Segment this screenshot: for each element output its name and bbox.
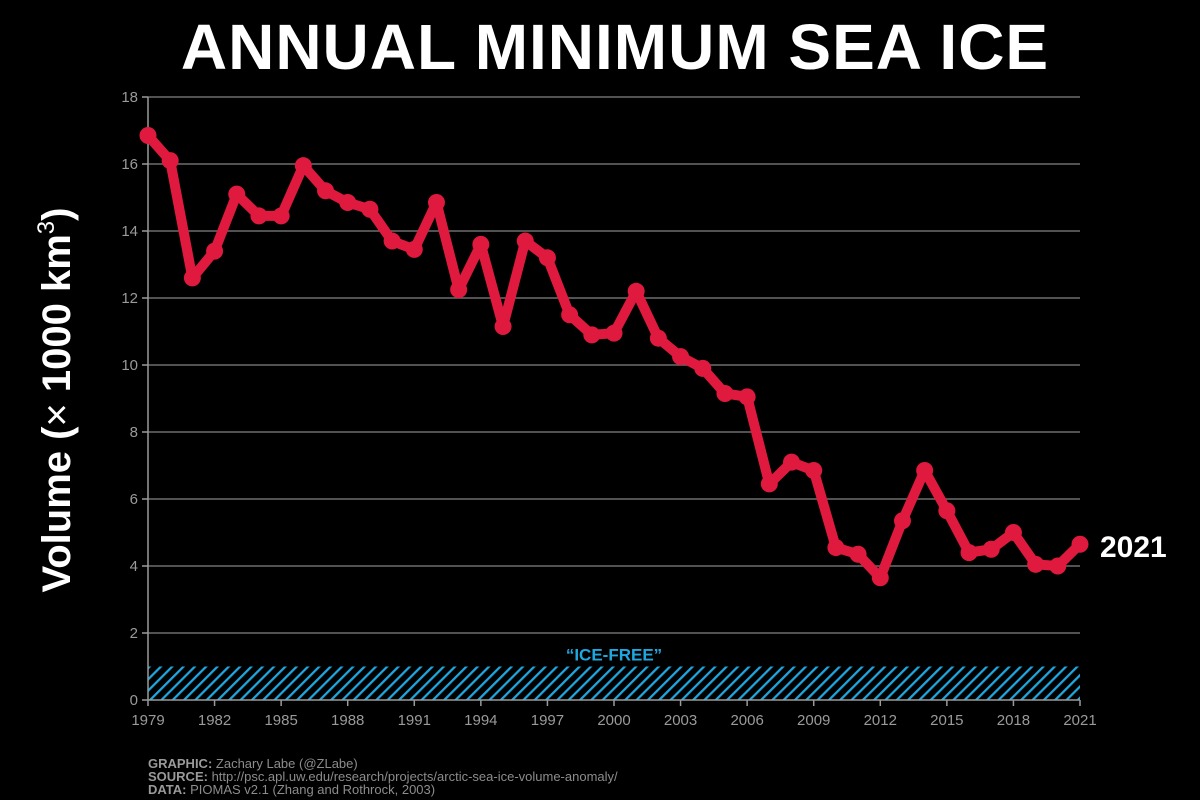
y-tick-label-6: 6 bbox=[130, 491, 138, 508]
y-tick-label-0: 0 bbox=[130, 692, 138, 709]
data-point-1979 bbox=[139, 127, 157, 145]
data-point-1997 bbox=[538, 249, 556, 267]
credit-source: SOURCE: http://psc.apl.uw.edu/research/p… bbox=[148, 770, 618, 783]
data-point-2006 bbox=[738, 388, 756, 406]
gridlines bbox=[148, 96, 1080, 634]
credit-source-label: SOURCE: bbox=[148, 769, 208, 784]
data-point-2015 bbox=[938, 502, 956, 520]
x-tick-label-1982: 1982 bbox=[198, 712, 231, 729]
data-point-1988 bbox=[339, 194, 357, 212]
y-tick-label-12: 12 bbox=[121, 290, 138, 307]
data-point-2001 bbox=[627, 282, 645, 300]
data-point-1987 bbox=[317, 182, 335, 200]
y-tick-label-10: 10 bbox=[121, 357, 138, 374]
x-tick-label-2018: 2018 bbox=[997, 712, 1030, 729]
data-point-1990 bbox=[383, 232, 401, 250]
data-point-1995 bbox=[494, 317, 512, 335]
data-point-1993 bbox=[450, 281, 468, 299]
data-point-1982 bbox=[206, 242, 224, 260]
data-point-1992 bbox=[427, 194, 445, 212]
x-tick-label-1985: 1985 bbox=[264, 712, 297, 729]
x-tick-label-2012: 2012 bbox=[864, 712, 897, 729]
credit-graphic: GRAPHIC: Zachary Labe (@ZLabe) bbox=[148, 757, 618, 770]
ice-free-hatch bbox=[148, 666, 1080, 700]
data-point-2012 bbox=[871, 569, 889, 587]
data-point-2019 bbox=[1027, 555, 1045, 573]
x-tick-label-2000: 2000 bbox=[597, 712, 630, 729]
data-point-1984 bbox=[250, 207, 268, 225]
y-tick-label-8: 8 bbox=[130, 424, 138, 441]
data-point-2013 bbox=[893, 512, 911, 530]
data-point-2007 bbox=[760, 475, 778, 493]
x-tick-label-2006: 2006 bbox=[730, 712, 763, 729]
x-tick-label-1991: 1991 bbox=[398, 712, 431, 729]
y-axis-label-units: 1000 km bbox=[35, 234, 79, 403]
credit-source-value: http://psc.apl.uw.edu/research/projects/… bbox=[207, 769, 618, 784]
y-tick-label-14: 14 bbox=[121, 223, 138, 240]
data-point-2000 bbox=[605, 324, 623, 342]
data-point-2008 bbox=[783, 453, 801, 471]
data-point-1989 bbox=[361, 200, 379, 218]
credit-graphic-value: Zachary Labe (@ZLabe) bbox=[212, 756, 358, 771]
data-point-2014 bbox=[916, 462, 934, 480]
y-tick-label-4: 4 bbox=[130, 558, 138, 575]
data-point-2016 bbox=[960, 544, 978, 562]
data-point-1981 bbox=[183, 269, 201, 287]
x-tick-label-1997: 1997 bbox=[531, 712, 564, 729]
data-point-2020 bbox=[1049, 557, 1067, 575]
data-point-2010 bbox=[827, 539, 845, 557]
x-tick-label-2015: 2015 bbox=[930, 712, 963, 729]
ice-free-band: “ICE-FREE” bbox=[148, 646, 1080, 700]
y-axis-label: Volume (× 1000 km3) bbox=[33, 207, 79, 592]
x-tick-label-2003: 2003 bbox=[664, 712, 697, 729]
x-tick-label-2009: 2009 bbox=[797, 712, 830, 729]
data-point-1998 bbox=[561, 306, 579, 324]
data-point-1991 bbox=[405, 240, 423, 258]
data-point-1986 bbox=[294, 157, 312, 175]
y-tick-label-2: 2 bbox=[130, 625, 138, 642]
x-tick-label-1988: 1988 bbox=[331, 712, 364, 729]
data-point-2004 bbox=[694, 359, 712, 377]
x-tick-label-1979: 1979 bbox=[131, 712, 164, 729]
credit-data-label: DATA: bbox=[148, 782, 187, 797]
data-point-2011 bbox=[849, 545, 867, 563]
data-point-1985 bbox=[272, 207, 290, 225]
y-tick-label-16: 16 bbox=[121, 156, 138, 173]
x-tick-labels: 1979 1982 1985 1988 1991 1994 1997 2000 2003 2006… bbox=[131, 700, 1097, 729]
x-tick-label-1994: 1994 bbox=[464, 712, 497, 729]
series-volume bbox=[139, 127, 1089, 587]
chart-title: ANNUAL MINIMUM SEA ICE bbox=[180, 11, 1050, 83]
y-tick-labels: 0 2 4 6 8 10 12 14 16 18 bbox=[121, 89, 148, 709]
y-axis-label-close: ) bbox=[35, 207, 79, 220]
y-axis-label-times: × bbox=[35, 403, 79, 426]
x-tick-label-2021: 2021 bbox=[1063, 712, 1096, 729]
y-tick-label-18: 18 bbox=[121, 89, 138, 106]
credit-data: DATA: PIOMAS v2.1 (Zhang and Rothrock, 2… bbox=[148, 783, 618, 796]
y-axis-label-main: Volume ( bbox=[35, 426, 79, 593]
y-axis-label-sup: 3 bbox=[33, 221, 60, 234]
data-point-2021 bbox=[1071, 535, 1089, 553]
data-point-1980 bbox=[161, 152, 179, 170]
data-point-1994 bbox=[472, 235, 490, 253]
data-point-1983 bbox=[228, 185, 246, 203]
data-point-2005 bbox=[716, 384, 734, 402]
credits: GRAPHIC: Zachary Labe (@ZLabe) SOURCE: h… bbox=[148, 757, 618, 796]
data-point-2009 bbox=[805, 462, 823, 480]
credit-graphic-label: GRAPHIC: bbox=[148, 756, 213, 771]
data-point-2002 bbox=[649, 329, 667, 347]
credit-data-value: PIOMAS v2.1 (Zhang and Rothrock, 2003) bbox=[186, 782, 436, 797]
axes bbox=[147, 97, 1080, 701]
end-year-label: 2021 bbox=[1100, 531, 1167, 564]
ice-free-label: “ICE-FREE” bbox=[566, 646, 662, 665]
data-point-2003 bbox=[672, 348, 690, 366]
data-point-1999 bbox=[583, 326, 601, 344]
data-point-2018 bbox=[1004, 524, 1022, 541]
data-point-2017 bbox=[982, 540, 1000, 558]
data-point-1996 bbox=[516, 232, 534, 250]
